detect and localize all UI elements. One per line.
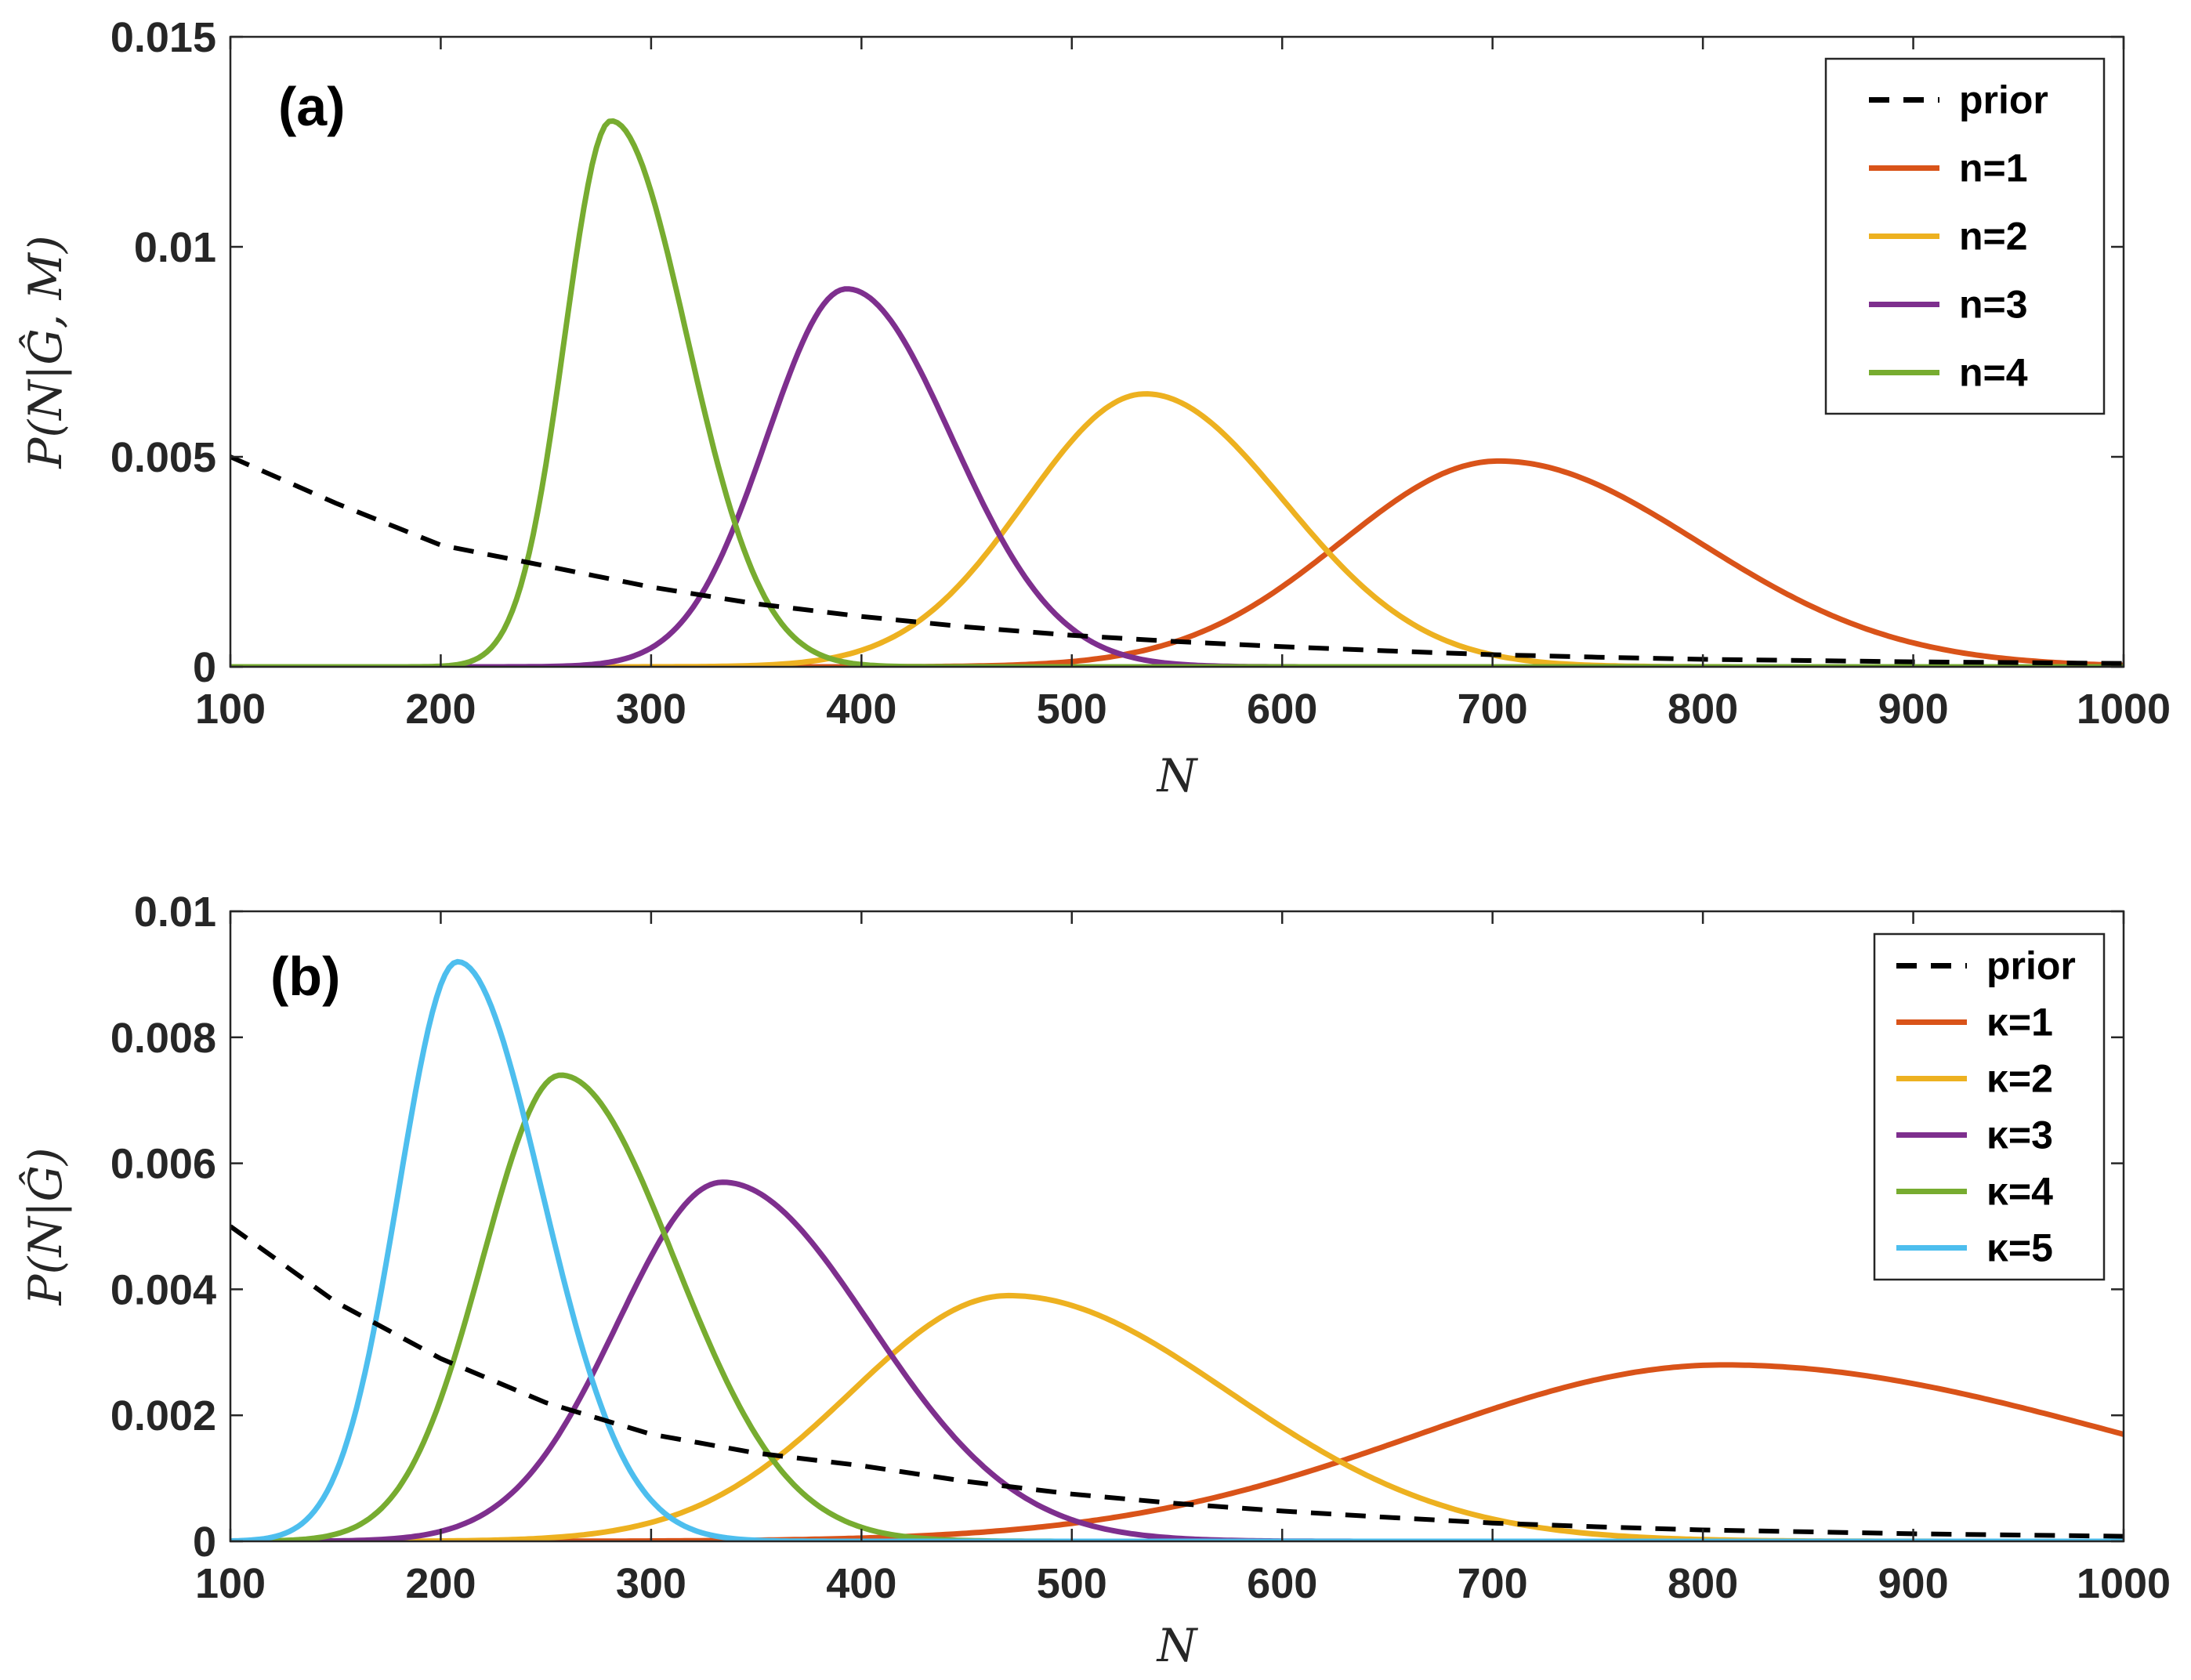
y-tick-label: 0.008 (110, 1015, 216, 1062)
panel-a: 100 200 300 400 500 600 700 800 900 1000 0 0.005 0.0… (19, 14, 2171, 802)
series-line-yellow (230, 391, 2124, 667)
x-tick-label: 700 (1458, 1560, 1528, 1607)
x-tick-label: 500 (1037, 1560, 1107, 1607)
x-axis-label: N (1156, 749, 1199, 802)
x-tick-label: 200 (405, 686, 476, 733)
y-tick-label: 0.015 (110, 14, 216, 61)
y-axis-label: P(N|Ĝ, M) (19, 235, 72, 469)
x-tick-label: 1000 (2077, 1560, 2171, 1607)
x-tick-label: 400 (826, 686, 896, 733)
x-tick-label: 800 (1668, 686, 1738, 733)
x-tick-label: 700 (1458, 686, 1528, 733)
x-axis-label: N (1156, 1619, 1199, 1672)
legend-box (1873, 932, 2106, 1281)
legend-label: prior (1986, 944, 2076, 988)
x-tick-label: 800 (1668, 1560, 1738, 1607)
x-tick-label: 900 (1878, 686, 1949, 733)
x-tick-label: 300 (616, 686, 686, 733)
axes-box (229, 35, 2125, 668)
series-line-purple (230, 1179, 2124, 1541)
legend-label: κ=2 (1986, 1057, 2053, 1101)
legend-label: prior (1959, 78, 2048, 122)
prior-line (230, 454, 2124, 666)
legend-label: κ=3 (1986, 1113, 2053, 1157)
legend-label: n=1 (1959, 147, 2028, 190)
prior-line (230, 1224, 2124, 1539)
y-tick-label: 0 (193, 644, 216, 691)
x-tick-label: 900 (1878, 1560, 1949, 1607)
legend-label: n=2 (1959, 215, 2028, 259)
y-tick-label: 0.005 (110, 434, 216, 481)
legend-label: n=3 (1959, 283, 2028, 327)
series-line-green (230, 118, 2124, 667)
legend-label: κ=1 (1986, 1001, 2053, 1045)
series-line-green (230, 1072, 2124, 1541)
x-tick-label: 400 (826, 1560, 896, 1607)
y-tick-label: 0 (193, 1519, 216, 1566)
panel-b: 100 200 300 400 500 600 700 800 900 1000 0 0.002 0.0… (19, 889, 2171, 1672)
legend-label: κ=4 (1986, 1170, 2053, 1214)
y-axis-label: P(N|Ĝ) (19, 1148, 72, 1306)
panel-label: (a) (278, 76, 346, 137)
panel-label: (b) (270, 946, 340, 1007)
x-tick-label: 1000 (2077, 686, 2171, 733)
plot-area (230, 911, 2124, 1541)
legend: prior n=1 n=2 n=3 n=4 (1824, 57, 2106, 415)
x-tick-label: 100 (195, 686, 266, 733)
x-tick-label: 200 (405, 1560, 476, 1607)
x-tick-label: 100 (195, 1560, 266, 1607)
legend: prior κ=1 κ=2 κ=3 κ=4 κ=5 (1873, 932, 2106, 1281)
axes-box (229, 910, 2125, 1543)
y-tick-label: 0.01 (134, 889, 216, 936)
x-tick-label: 600 (1247, 686, 1317, 733)
x-tick-label: 300 (616, 1560, 686, 1607)
y-tick-label: 0.006 (110, 1141, 216, 1188)
legend-label: n=4 (1959, 351, 2028, 395)
x-tick-label: 500 (1037, 686, 1107, 733)
series-line-cyan (230, 958, 2124, 1541)
y-tick-label: 0.01 (134, 224, 216, 271)
x-tick-label: 600 (1247, 1560, 1317, 1607)
legend-label: κ=5 (1986, 1226, 2053, 1270)
plot-area (230, 37, 2124, 667)
y-tick-label: 0.002 (110, 1392, 216, 1439)
y-tick-label: 0.004 (110, 1266, 216, 1313)
